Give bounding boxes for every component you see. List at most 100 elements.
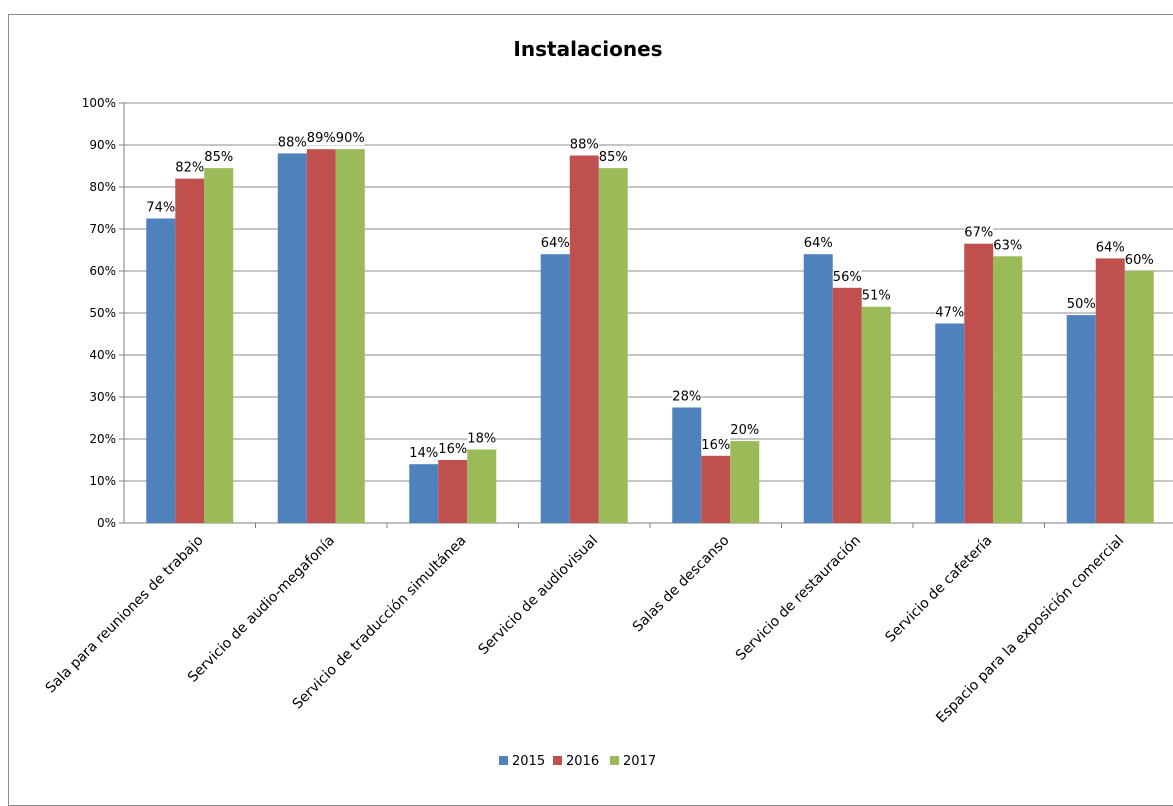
data-label-bg bbox=[438, 441, 468, 456]
bar-2015 bbox=[540, 254, 570, 523]
data-label: 90% bbox=[336, 131, 365, 146]
data-label: 74% bbox=[146, 201, 175, 216]
data-label-bg bbox=[569, 136, 599, 152]
bar-2016 bbox=[701, 455, 731, 523]
data-label: 82% bbox=[175, 161, 204, 176]
data-label-bg bbox=[175, 159, 205, 175]
bar-2016 bbox=[569, 155, 599, 523]
data-label-bg bbox=[335, 130, 365, 146]
legend-swatch bbox=[610, 756, 619, 765]
y-tick-label: 0% bbox=[97, 516, 116, 530]
legend-swatch bbox=[553, 756, 562, 765]
legend-label: 2016 bbox=[566, 754, 599, 769]
data-label: 51% bbox=[862, 289, 891, 304]
data-label: 28% bbox=[672, 390, 701, 405]
data-label: 60% bbox=[1125, 253, 1154, 268]
bars bbox=[146, 149, 1154, 523]
bar-2016 bbox=[964, 243, 994, 523]
y-tick-label: 30% bbox=[89, 390, 116, 404]
bar-2016 bbox=[1095, 258, 1125, 523]
y-tick-label: 70% bbox=[89, 222, 116, 236]
data-label-bg bbox=[1124, 252, 1154, 267]
bar-2017 bbox=[335, 149, 365, 523]
y-tick-label: 40% bbox=[89, 348, 116, 362]
bar-2017 bbox=[993, 256, 1023, 523]
data-label-bg bbox=[306, 130, 336, 146]
y-tick-label: 100% bbox=[82, 96, 116, 110]
data-label-bg bbox=[935, 304, 965, 320]
category-label: Servicio de audiovisual bbox=[476, 533, 602, 659]
data-label: 64% bbox=[541, 236, 570, 251]
data-label: 85% bbox=[599, 150, 628, 165]
data-label-bg bbox=[832, 268, 862, 284]
data-label: 64% bbox=[804, 236, 833, 251]
bar-2015 bbox=[146, 218, 176, 523]
legend-swatch bbox=[499, 756, 508, 765]
data-label-bg bbox=[1095, 239, 1125, 255]
data-label-bg bbox=[146, 199, 176, 215]
data-label-bg bbox=[204, 149, 234, 165]
category-label: Servicio de restauración bbox=[733, 533, 864, 664]
bar-2017 bbox=[204, 168, 234, 523]
data-label-bg bbox=[277, 134, 307, 150]
legend-label: 2017 bbox=[623, 754, 656, 769]
y-tick-label: 20% bbox=[89, 432, 116, 446]
data-label-bg bbox=[598, 149, 628, 165]
bar-2015 bbox=[672, 407, 702, 523]
data-label: 14% bbox=[409, 446, 438, 461]
data-label-bg bbox=[672, 388, 702, 404]
data-label-bg bbox=[540, 235, 570, 251]
bar-2016 bbox=[832, 287, 862, 523]
bar-2016 bbox=[175, 178, 205, 523]
data-label: 20% bbox=[730, 423, 759, 438]
data-label: 88% bbox=[278, 135, 307, 150]
data-label: 56% bbox=[833, 270, 862, 285]
bar-2015 bbox=[935, 323, 965, 523]
category-label: Sala para reuniones de trabajo bbox=[43, 533, 207, 697]
data-label-bg bbox=[1066, 296, 1096, 312]
bar-2017 bbox=[598, 168, 628, 523]
category-label: Servicio de cafetería bbox=[882, 533, 995, 646]
data-label-bg bbox=[467, 430, 497, 446]
y-tick-label: 90% bbox=[89, 138, 116, 152]
data-label-bg bbox=[993, 237, 1023, 253]
bar-2015 bbox=[409, 464, 439, 523]
bar-2017 bbox=[1124, 271, 1154, 523]
data-label-bg bbox=[730, 422, 760, 438]
chart-title: Instalaciones bbox=[513, 37, 662, 61]
y-tick-label: 80% bbox=[89, 180, 116, 194]
y-tick-label: 50% bbox=[89, 306, 116, 320]
data-label-bg bbox=[701, 436, 731, 452]
category-label: Servicio de audio-megafonía bbox=[185, 533, 338, 686]
bar-2016 bbox=[306, 149, 336, 523]
data-label: 50% bbox=[1067, 297, 1096, 312]
bar-2015 bbox=[803, 254, 833, 523]
data-label: 63% bbox=[993, 238, 1022, 253]
data-label: 16% bbox=[701, 438, 730, 453]
legend: 2015 2016 2017 bbox=[499, 754, 656, 769]
data-label: 85% bbox=[204, 150, 233, 165]
data-label-bg bbox=[803, 235, 833, 251]
data-label-bg bbox=[409, 445, 439, 461]
data-label: 67% bbox=[964, 226, 993, 241]
bar-2017 bbox=[861, 306, 891, 523]
data-label: 89% bbox=[307, 131, 336, 146]
bar-2016 bbox=[438, 460, 468, 523]
bar-2015 bbox=[277, 153, 307, 523]
data-label: 47% bbox=[935, 306, 964, 321]
data-labels: 74%82%85%88% 89% 90%14% 16%18%64%88%85%28%1… bbox=[146, 130, 1154, 461]
bar-2017 bbox=[730, 441, 760, 523]
bar-2015 bbox=[1066, 315, 1096, 523]
category-label: Salas de descanso bbox=[630, 533, 733, 636]
data-label: 64% bbox=[1096, 240, 1125, 255]
y-tick-label: 10% bbox=[89, 474, 116, 488]
legend-label: 2015 bbox=[512, 754, 545, 769]
data-label: 16% bbox=[438, 442, 467, 457]
bar-2017 bbox=[467, 449, 497, 523]
y-tick-label: 60% bbox=[89, 264, 116, 278]
data-label: 18% bbox=[467, 432, 496, 447]
y-axis-ticks: 0% 10% 20% 30% 40% 50% 60% 70% 80% 90% 100% bbox=[82, 96, 116, 530]
data-label-bg bbox=[861, 287, 891, 303]
